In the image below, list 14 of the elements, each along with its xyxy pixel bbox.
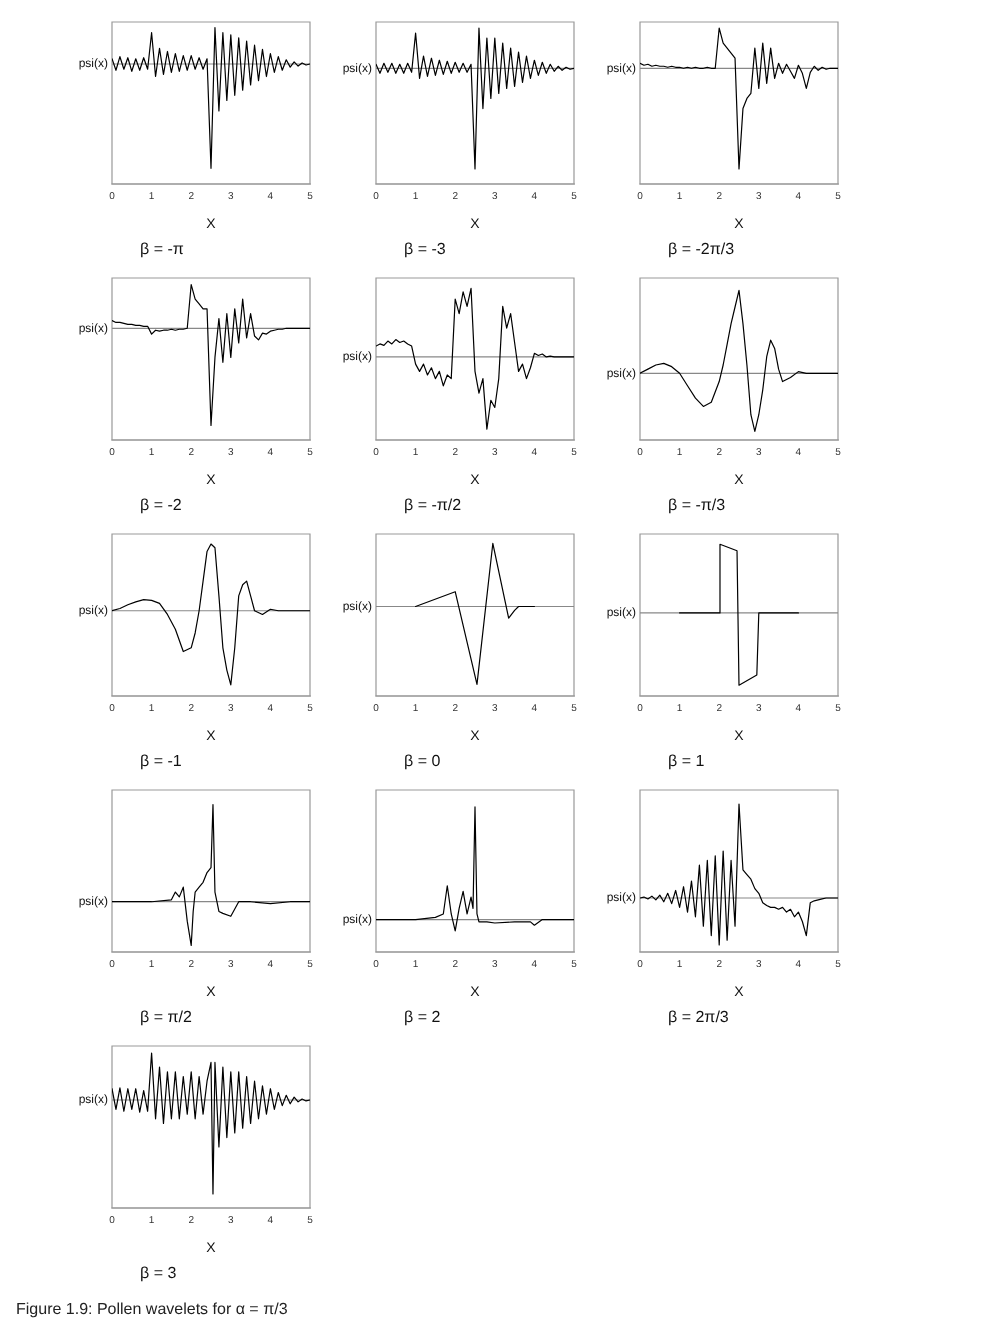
text: β = -3 <box>404 240 447 259</box>
text: β = -2 <box>140 496 183 515</box>
text: β = 2 <box>404 1008 442 1027</box>
caption: Figure 1.9: Pollen wavelets for α = π/3 <box>16 1300 288 1318</box>
text: β = -π/3 <box>668 496 727 515</box>
text: β = π/2 <box>140 1008 193 1027</box>
text: β = -1 <box>140 752 183 771</box>
text: β = -π/2 <box>404 496 463 515</box>
text: β = 2π/3 <box>668 1008 730 1027</box>
text: β = 0 <box>404 752 442 771</box>
text: β = 1 <box>668 752 706 771</box>
text: β = -π <box>140 240 185 259</box>
text: β = 3 <box>140 1264 178 1283</box>
text: β = -2π/3 <box>668 240 736 259</box>
